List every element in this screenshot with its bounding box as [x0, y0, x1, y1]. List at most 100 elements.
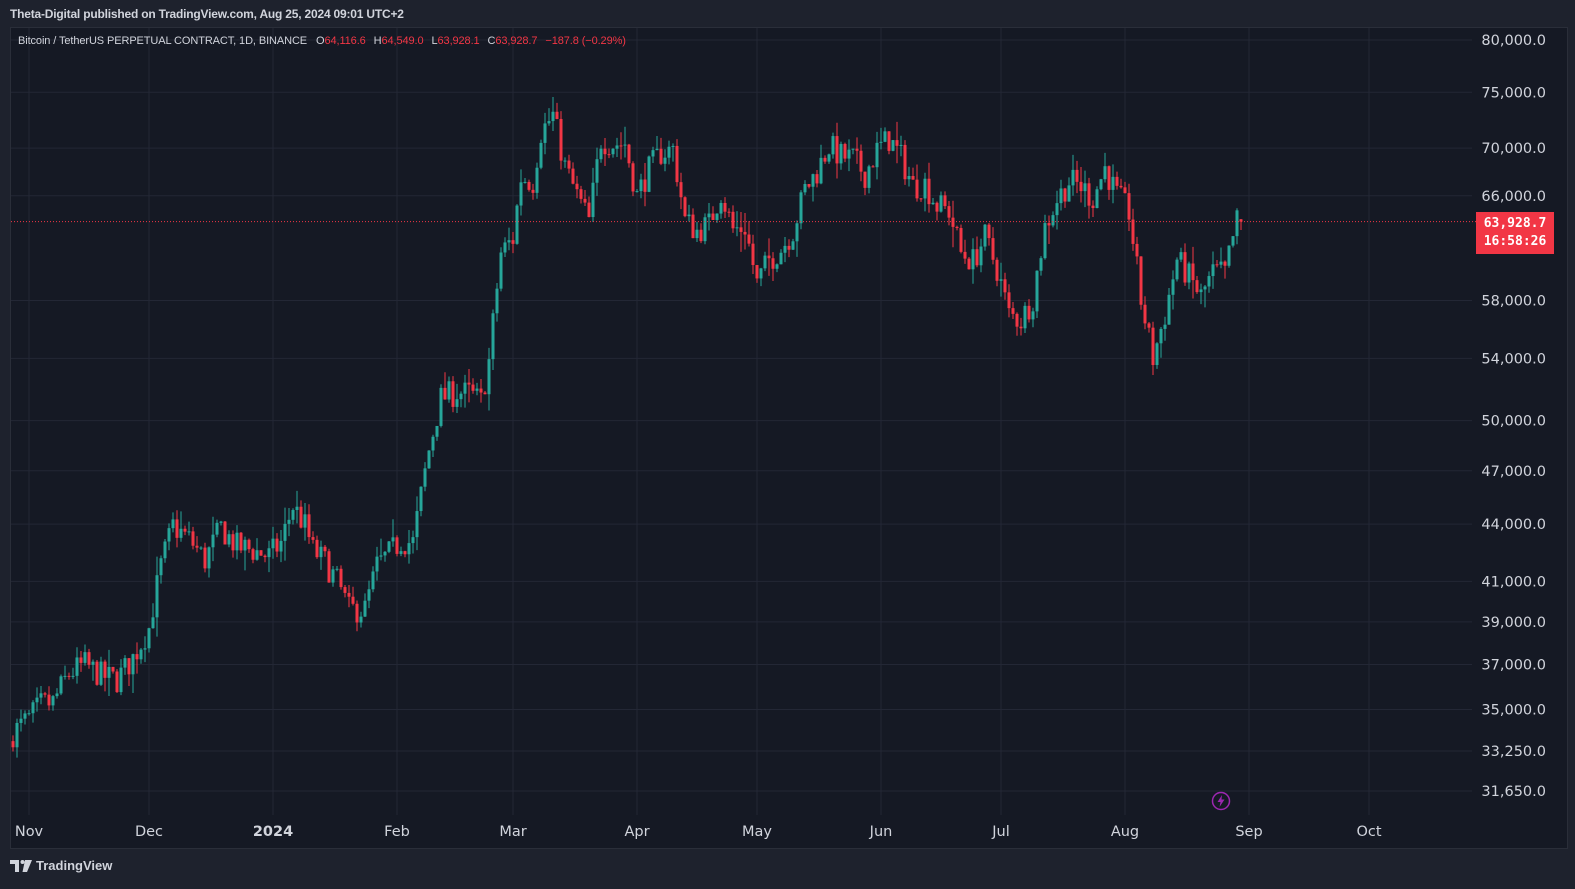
candle-body: [967, 258, 971, 270]
candle-body: [1127, 193, 1131, 220]
candle-body: [339, 568, 343, 588]
candle-body: [231, 534, 235, 551]
candle-body: [79, 657, 83, 663]
candle-body: [415, 511, 419, 538]
lightning-icon[interactable]: [1211, 791, 1231, 811]
candle-body: [131, 654, 135, 675]
candle-body: [1055, 203, 1059, 216]
candle-body: [635, 191, 639, 193]
candle-body: [879, 141, 883, 143]
candle-body: [1235, 210, 1239, 237]
candle-body: [495, 288, 499, 314]
candle-body: [407, 543, 411, 555]
candle-body: [1027, 305, 1031, 320]
candle-body: [107, 666, 111, 678]
candle-body: [927, 178, 931, 205]
candle-body: [259, 550, 263, 556]
chart-panel[interactable]: [10, 27, 1568, 849]
candle-body: [703, 217, 707, 242]
candle-body: [991, 238, 995, 260]
candle-body: [279, 540, 283, 552]
last-price-label: 63,928.7 16:58:26: [1476, 212, 1554, 254]
candle-body: [207, 547, 211, 569]
candle-body: [987, 224, 991, 239]
candle-body: [139, 649, 143, 660]
candle-body: [859, 150, 863, 172]
candle-body: [787, 245, 791, 250]
candle-body: [951, 217, 955, 227]
candle-body: [795, 223, 799, 242]
footer-brand-label: TradingView: [36, 858, 113, 873]
candle-body: [959, 228, 963, 252]
candle-body: [1151, 327, 1155, 366]
candle-body: [571, 168, 575, 184]
candle-body: [995, 259, 999, 281]
candle-body: [387, 541, 391, 552]
low-key: L: [431, 35, 438, 47]
candle-body: [931, 202, 935, 205]
candle-body: [39, 693, 43, 698]
y-tick-label: 44,000.0: [1481, 517, 1546, 533]
candle-body: [63, 675, 67, 677]
candle-body: [835, 136, 839, 164]
footer-brand[interactable]: TradingView: [10, 858, 112, 873]
candle-body: [67, 675, 71, 677]
candle-body: [755, 265, 759, 279]
candle-body: [1099, 179, 1103, 190]
candle-body: [1171, 279, 1175, 295]
candle-body: [587, 202, 591, 218]
candle-body: [527, 181, 531, 190]
candle-body: [791, 241, 795, 250]
candle-body: [551, 111, 555, 122]
candle-body: [347, 592, 351, 597]
candle-body: [563, 160, 567, 162]
candle-body: [939, 195, 943, 212]
candle-body: [935, 202, 939, 212]
candle-body: [219, 521, 223, 523]
symbol-title[interactable]: Bitcoin / TetherUS PERPETUAL CONTRACT, 1…: [18, 35, 308, 47]
candle-body: [331, 569, 335, 583]
candle-body: [323, 546, 327, 552]
candle-body: [191, 531, 195, 546]
x-tick-label: Mar: [499, 824, 526, 840]
candle-body: [83, 652, 87, 663]
candle-body: [679, 182, 683, 198]
candle-body: [187, 531, 191, 533]
candle-body: [1003, 279, 1007, 293]
candle-body: [99, 661, 103, 685]
candle-body: [819, 157, 823, 184]
candle-body: [491, 313, 495, 360]
y-tick-label: 80,000.0: [1481, 33, 1546, 49]
candle-body: [179, 528, 183, 538]
candle-body: [743, 231, 747, 235]
candle-body: [747, 234, 751, 244]
candle-body: [227, 534, 231, 545]
candle-body: [135, 654, 139, 660]
candle-body: [267, 548, 271, 558]
candle-body: [1047, 223, 1051, 226]
candle-body: [619, 145, 623, 147]
published-header: Theta-Digital published on TradingView.c…: [10, 7, 404, 21]
close-key: C: [487, 35, 496, 47]
candle-body: [1075, 169, 1079, 182]
candle-body: [303, 514, 307, 528]
candle-body: [43, 693, 47, 695]
candle-body: [631, 163, 635, 192]
candle-body: [423, 468, 427, 487]
candle-body: [735, 227, 739, 229]
candle-body: [567, 160, 571, 169]
candle-body: [731, 211, 735, 229]
y-tick-label: 54,000.0: [1481, 351, 1546, 367]
candle-body: [863, 171, 867, 188]
candle-body: [707, 213, 711, 218]
candle-body: [1199, 289, 1203, 293]
candle-body: [1167, 294, 1171, 325]
candle-body: [943, 195, 947, 207]
x-tick-label: Sep: [1235, 824, 1262, 840]
candle-body: [1231, 236, 1235, 246]
candle-body: [1207, 276, 1211, 287]
candle-body: [1211, 264, 1215, 277]
candle-body: [1023, 305, 1027, 329]
candle-body: [59, 676, 63, 694]
